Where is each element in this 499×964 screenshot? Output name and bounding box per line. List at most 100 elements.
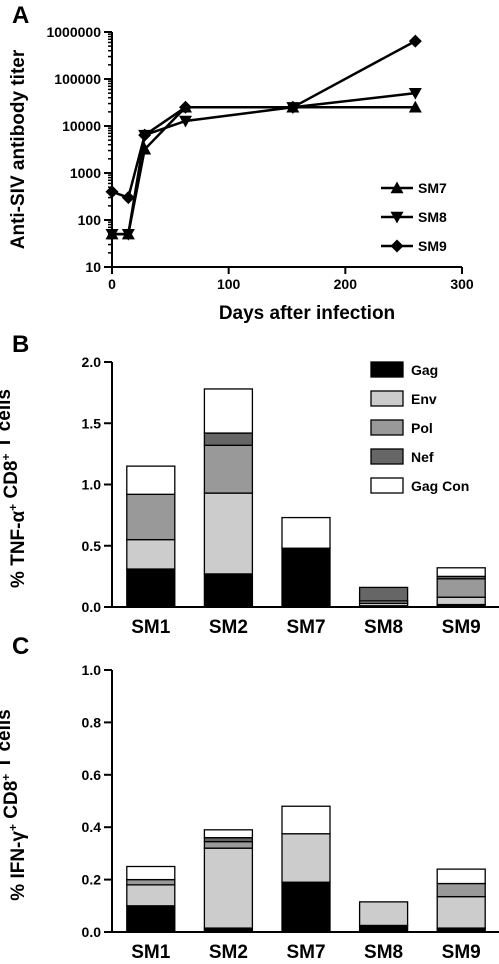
series-sm7 [105,100,422,240]
data-point-marker [286,100,300,114]
legend-label: Gag [411,362,438,378]
y-tick-label: 0.0 [82,599,102,615]
bar-segment-gag-con [436,567,486,578]
x-tick-label: 0 [108,276,116,292]
data-point-marker [390,239,404,253]
data-point-marker [408,87,422,100]
category-label: SM7 [286,942,325,963]
bar-segment-gag-con [203,388,254,434]
y-axis-title: % TNF-α+ CD8+ T cells [0,389,29,588]
series-line [111,40,416,200]
data-point-marker [121,228,135,241]
series-sm8 [105,87,422,241]
category-label: SM9 [442,942,481,963]
y-tick-label: 100000 [54,71,101,87]
legend-label: Env [411,391,437,407]
bar-segment-gag-con [126,865,176,881]
panel-letter-b: B [12,331,29,358]
bar-stack-sm8 [358,586,409,608]
bar-segment-pol [436,882,486,898]
bar-segment-pol [126,493,176,541]
series-sm9 [105,34,422,205]
bar-segment-gag-con [126,465,176,495]
y-axis-title: % IFN-γ+ CD8+ T cells [0,709,29,900]
legend-label: SM7 [418,180,447,196]
bar-stack-sm9 [436,868,486,933]
data-point-marker [121,191,135,205]
category-label: SM1 [131,617,171,638]
bar-segment-pol [203,840,254,849]
bar-segment-gag [281,547,331,608]
bar-segment-env [126,884,176,907]
data-point-marker [179,100,192,114]
data-point-marker [105,185,119,199]
legend-swatch [370,390,404,407]
panel-letter-c: C [12,633,29,660]
y-tick-label: 100 [78,212,102,228]
bar-segment-gag-con [203,829,254,839]
category-label: SM8 [364,942,403,963]
data-point-marker [408,34,422,48]
bar-segment-gag [126,568,176,608]
bar-segment-env [126,538,176,570]
bar-segment-gag [126,905,176,933]
bar-segment-gag-con [436,868,486,885]
panel-b-stacked-bar-chart: 0.0 0.5 1.0 1.5 2.0 % TNF-α+ CD8+ T cells SM1 S… [0,354,499,638]
bar-segment-env [281,833,331,883]
bar-segment-pol [436,578,486,598]
bar-stack-sm1 [126,465,176,608]
x-tick-label: 300 [450,276,474,292]
bar-segment-gag-con [281,805,331,835]
y-tick-label: 10 [85,259,101,275]
bar-segment-nef [203,432,254,446]
panel-letter-a: A [12,2,29,29]
legend-label: Nef [411,449,434,465]
y-tick-label: 1000000 [46,24,101,40]
y-tick-label: 2.0 [82,354,102,370]
legend-label: SM9 [418,238,447,254]
y-tick-label: 1.0 [82,662,102,678]
bar-segment-pol [203,444,254,494]
legend-swatch [370,419,404,436]
legend-label: SM8 [418,209,447,225]
data-point-marker [105,228,119,241]
y-tick-label: 0.2 [82,872,102,888]
bar-segment-env [358,901,409,927]
y-tick-label: 0.5 [82,538,102,554]
bar-segment-pol [126,878,176,886]
y-tick-label: 0.8 [82,714,102,730]
data-point-marker [390,181,404,194]
bar-segment-gag-con [281,516,331,549]
series-line [112,91,416,236]
bar-stack-sm2 [203,388,254,608]
y-tick-label: 10000 [62,118,101,134]
data-point-marker [390,211,404,224]
legend-swatch [370,477,404,494]
bar-stack-sm2 [203,829,254,933]
bar-segment-gag [358,924,409,933]
y-tick-label: 0.0 [82,924,102,940]
panel-c-stacked-bar-chart: 0.0 0.2 0.4 0.6 0.8 1.0 % IFN-γ+ CD8+ T cells S… [0,662,499,963]
bar-stack-sm1 [126,865,176,933]
bar-stack-sm9 [436,567,486,608]
y-tick-label: 0.4 [82,819,102,835]
bar-stack-sm7 [281,516,331,608]
category-label: SM2 [209,942,248,963]
category-label: SM2 [209,617,248,638]
bar-segment-gag [281,881,331,933]
y-tick-label: 0.6 [82,767,102,783]
data-point-marker [408,100,422,113]
bar-stack-sm7 [281,805,331,933]
y-tick-label: 1.5 [82,415,102,431]
panel-a-line-chart: 10 100 1000 10000 100000 1000000 0 100 200 300 Day… [8,24,474,324]
bar-segment-nef [358,586,409,602]
data-point-marker [179,115,192,128]
category-label: SM9 [442,617,481,638]
bar-stack-sm8 [358,901,409,933]
data-point-marker [138,128,152,142]
legend-swatch [370,448,404,465]
legend-label: Pol [411,420,433,436]
x-tick-label: 200 [334,276,358,292]
bar-segment-env [203,847,254,929]
